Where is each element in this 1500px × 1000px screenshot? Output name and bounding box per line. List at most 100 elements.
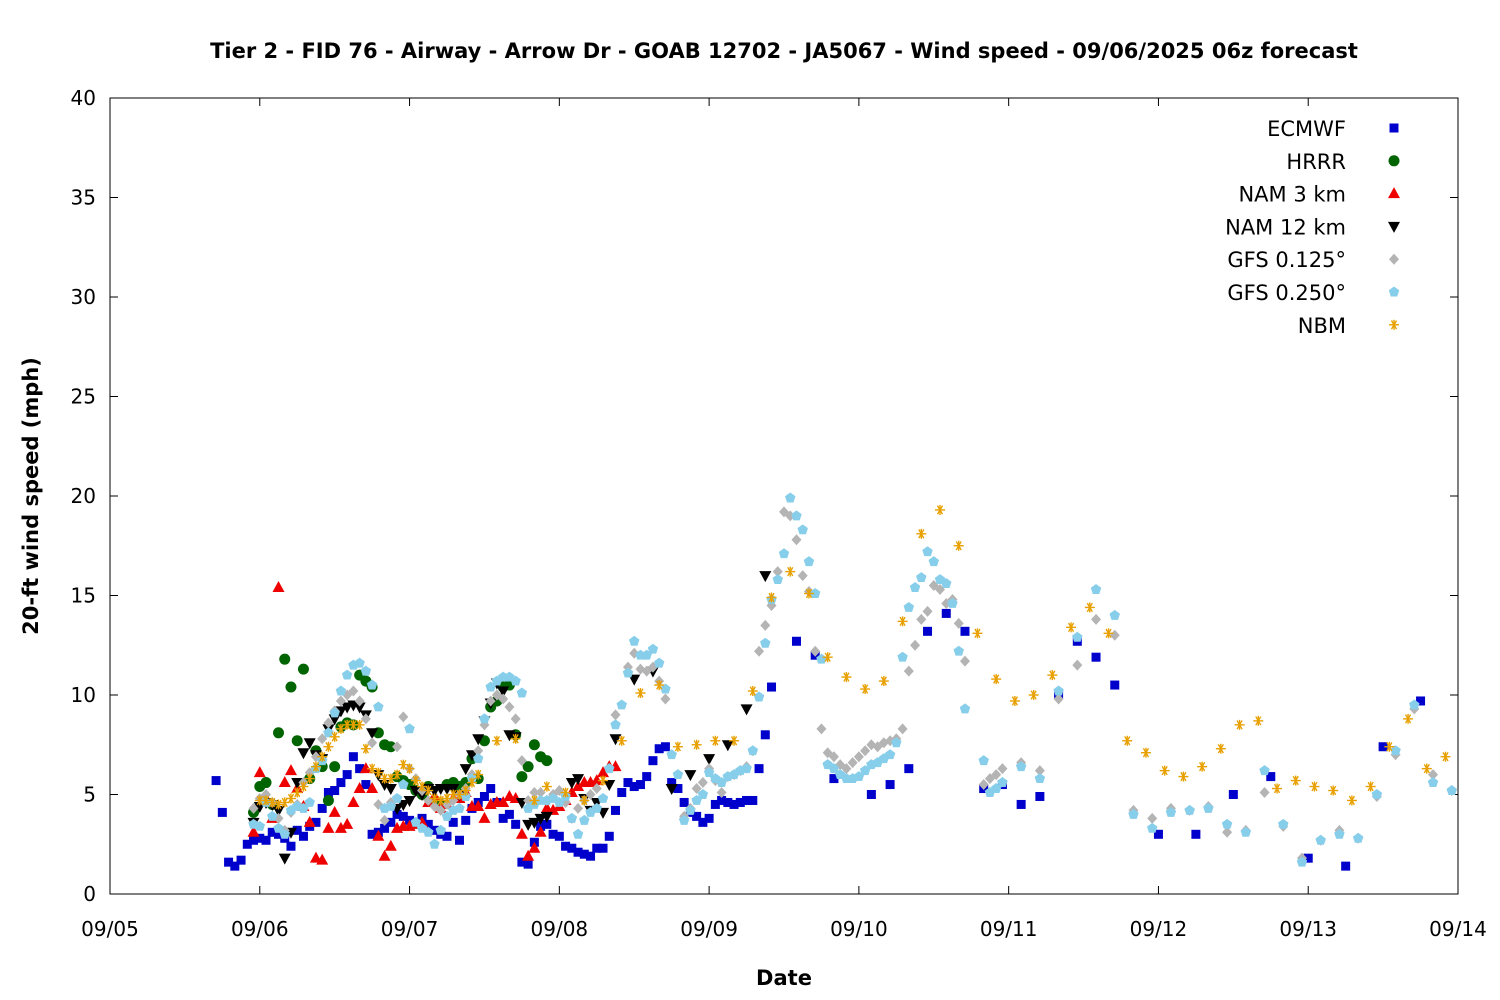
data-point-ecmwf (1341, 861, 1351, 871)
data-point-nam-12-km (353, 702, 366, 714)
data-point-gfs-0-125 (1053, 693, 1064, 705)
data-point-gfs-0-125 (585, 789, 596, 800)
data-point-ecmwf (292, 825, 302, 835)
data-point-ecmwf (760, 730, 770, 740)
data-point-nam-12-km (759, 571, 772, 583)
legend-marker (1388, 155, 1400, 167)
data-point-ecmwf (261, 835, 271, 845)
data-point-gfs-0-250 (510, 675, 521, 686)
data-point-gfs-0-250 (329, 707, 340, 718)
data-point-ecmwf (748, 795, 758, 805)
data-point-gfs-0-250 (697, 789, 709, 799)
data-point-nbm (1440, 751, 1451, 762)
data-point-ecmwf (230, 861, 240, 871)
data-point-nbm (1028, 690, 1039, 700)
data-point-ecmwf (660, 742, 670, 752)
data-point-gfs-0-250 (479, 713, 490, 724)
data-point-gfs-0-250 (1409, 699, 1420, 710)
data-point-nbm (298, 781, 309, 792)
data-point-gfs-0-125 (959, 655, 970, 667)
data-point-ecmwf (579, 849, 589, 859)
data-point-nbm (292, 787, 303, 798)
data-point-gfs-0-125 (335, 695, 346, 707)
data-point-gfs-0-125 (1109, 629, 1120, 641)
data-point-gfs-0-250 (628, 635, 640, 646)
data-point-gfs-0-125 (485, 695, 496, 707)
data-point-ecmwf (866, 790, 876, 799)
data-point-nam-3-km (353, 782, 366, 794)
x-tick-label: 09/13 (1279, 917, 1337, 941)
data-point-nbm (304, 773, 315, 784)
data-point-gfs-0-250 (423, 826, 434, 837)
data-point-gfs-0-250 (616, 699, 627, 710)
data-point-nam-12-km (540, 811, 553, 823)
data-point-ecmwf (442, 831, 452, 841)
data-point-ecmwf (617, 788, 627, 798)
data-point-gfs-0-250 (703, 767, 715, 778)
data-point-ecmwf (1153, 829, 1163, 839)
data-point-gfs-0-250 (653, 657, 665, 668)
data-point-hrrr (260, 777, 272, 789)
data-point-nbm (1122, 735, 1133, 746)
data-point-gfs-0-250 (360, 665, 372, 676)
data-point-gfs-0-250 (778, 548, 790, 559)
legend-label: NAM 3 km (1238, 183, 1346, 207)
data-point-ecmwf (791, 636, 801, 646)
data-point-gfs-0-250 (678, 814, 690, 825)
data-point-gfs-0-125 (554, 785, 565, 797)
data-point-nbm (1234, 719, 1245, 730)
series-gfs-0-250 (248, 492, 1457, 867)
data-point-nbm (860, 684, 871, 695)
data-point-ecmwf (692, 811, 702, 821)
data-point-gfs-0-250 (997, 777, 1008, 788)
data-point-gfs-0-250 (1296, 856, 1308, 867)
data-point-nbm (560, 787, 571, 798)
data-point-gfs-0-250 (1034, 773, 1046, 784)
data-point-ecmwf (336, 778, 346, 788)
data-point-ecmwf (923, 626, 933, 636)
data-point-nbm (285, 793, 296, 804)
data-point-gfs-0-125 (1428, 769, 1439, 781)
data-point-nbm (323, 741, 334, 752)
data-point-nam-3-km (384, 839, 397, 851)
y-tick-label: 35 (71, 186, 96, 210)
data-point-ecmwf (1110, 680, 1120, 690)
data-point-nbm (491, 735, 502, 746)
data-point-gfs-0-250 (1240, 826, 1252, 837)
data-point-gfs-0-250 (341, 669, 353, 680)
x-tick-label: 09/10 (830, 917, 888, 941)
data-point-ecmwf (342, 770, 352, 780)
data-point-nam-12-km (565, 778, 578, 790)
data-point-ecmwf (623, 778, 633, 788)
axis-ticks: 09/05 09/06 09/07 09/08 09/09 09/10 09/11 09/12… (71, 86, 1487, 941)
data-point-gfs-0-250 (1146, 822, 1158, 833)
data-point-ecmwf (348, 752, 358, 762)
data-point-nbm (342, 719, 353, 730)
data-point-gfs-0-250 (373, 701, 384, 712)
data-point-nbm (598, 775, 609, 786)
data-point-nbm (373, 767, 384, 778)
data-point-gfs-0-250 (335, 685, 347, 696)
data-point-hrrr (329, 761, 341, 773)
data-point-nam-3-km (572, 780, 585, 792)
data-point-gfs-0-125 (1259, 787, 1270, 799)
data-point-gfs-0-125 (1222, 826, 1233, 838)
data-point-nam-3-km (334, 821, 347, 833)
data-point-gfs-0-125 (317, 733, 328, 745)
data-point-nam-12-km (272, 805, 285, 817)
data-point-nbm (1253, 715, 1264, 726)
data-point-gfs-0-250 (959, 703, 971, 714)
data-point-gfs-0-250 (953, 645, 964, 656)
data-point-gfs-0-125 (828, 751, 839, 763)
data-point-gfs-0-250 (273, 822, 284, 833)
data-point-gfs-0-250 (897, 651, 908, 662)
data-point-nam-12-km (378, 780, 391, 792)
data-point-nbm (404, 763, 415, 774)
data-point-gfs-0-125 (435, 804, 446, 816)
data-point-gfs-0-125 (853, 751, 864, 763)
data-point-ecmwf (729, 799, 739, 809)
data-point-nam-12-km (366, 728, 379, 740)
data-point-ecmwf (629, 782, 639, 792)
data-point-gfs-0-250 (279, 828, 290, 839)
legend-marker (1389, 253, 1399, 265)
